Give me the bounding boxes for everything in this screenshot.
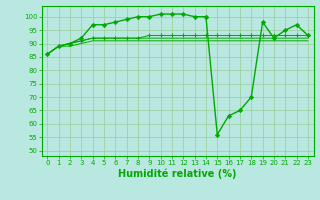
X-axis label: Humidité relative (%): Humidité relative (%) — [118, 169, 237, 179]
